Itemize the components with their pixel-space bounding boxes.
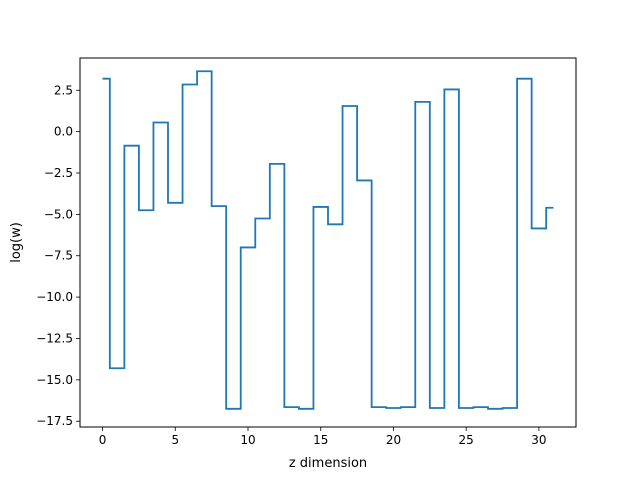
x-axis-ticks: 0 5 10 15 20 25 30 [99, 427, 547, 447]
y-tick-label: −7.5 [44, 249, 73, 263]
y-tick-label: 2.5 [54, 83, 73, 97]
x-tick-label: 5 [171, 433, 179, 447]
plot-frame [79, 57, 577, 428]
y-tick-label: −5.0 [44, 207, 73, 221]
plot-background [80, 58, 576, 427]
y-tick-label: −12.5 [36, 331, 73, 345]
y-tick-label: −2.5 [44, 166, 73, 180]
x-tick-label: 10 [240, 433, 255, 447]
x-tick-label: 20 [386, 433, 401, 447]
y-tick-label: −17.5 [36, 414, 73, 428]
series-layer [102, 70, 554, 410]
y-tick-label: −15.0 [36, 373, 73, 387]
x-tick-label: 30 [531, 433, 546, 447]
x-tick-label: 15 [313, 433, 328, 447]
series-line [102, 70, 554, 410]
y-tick-label: 0.0 [54, 125, 73, 139]
x-tick-label: 25 [459, 433, 474, 447]
y-axis-ticks: 2.5 0.0 −2.5 −5.0 −7.5 −10.0 −12.5 −15.0 −17.5 [36, 83, 80, 428]
y-tick-label: −10.0 [36, 290, 73, 304]
x-axis-label: z dimension [289, 456, 367, 471]
y-axis-label: log(w) [9, 222, 24, 263]
x-tick-label: 0 [99, 433, 107, 447]
